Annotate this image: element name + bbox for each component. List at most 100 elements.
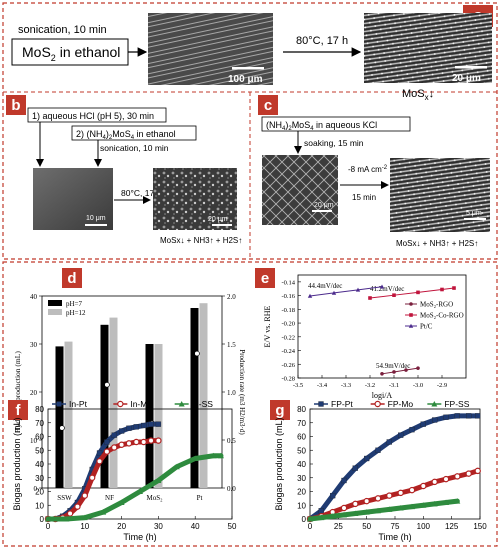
legend-label: FP-Pt <box>331 399 353 409</box>
point <box>420 502 427 508</box>
y-tick-label: 40 <box>35 460 44 469</box>
legend-label: In-SS <box>192 399 214 409</box>
y-tick-label: -0.16 <box>281 293 295 300</box>
point <box>74 503 81 510</box>
x-tick-label: 10 <box>80 522 89 531</box>
point <box>374 495 382 502</box>
point <box>452 286 456 290</box>
semb2-scale-bar <box>212 224 232 226</box>
series-line-FP-Mo <box>307 468 481 522</box>
semc1-scale-bar <box>312 210 332 212</box>
panel-label-b: b <box>11 97 20 114</box>
point <box>375 507 381 514</box>
legend-swatch <box>48 309 62 315</box>
start-material-box <box>11 38 129 66</box>
y-tick-label: 60 <box>35 433 44 442</box>
y-tick-label: 70 <box>297 419 306 428</box>
panel-label-d: d <box>67 270 76 287</box>
bar-MoS2-pH=7 <box>145 344 154 488</box>
panel-b: b 1) aqueous HCl (pH 5), 30 min 2) (NH4)… <box>6 95 242 245</box>
x-tick-label: MoS₂ <box>146 494 163 502</box>
legend-marker <box>374 400 381 408</box>
legend-label: FP-SS <box>444 399 469 409</box>
start-material-label: MoS2 in ethanol <box>22 44 120 63</box>
legend-label: MoS₂-RGO <box>420 301 453 309</box>
sem-image-fibers-2 <box>364 13 492 83</box>
panel-c: c (NH4)2MoS4 in aqueous KCl soaking, 15 … <box>258 95 490 248</box>
current-c-label: -8 mA cm-2 <box>348 165 388 174</box>
y2-tick-label: 1.5 <box>227 341 236 349</box>
point <box>96 458 103 465</box>
point <box>103 448 111 455</box>
x-tick-label: -3.1 <box>389 382 399 389</box>
x-tick-label: 75 <box>391 522 400 531</box>
legend-label: pH=12 <box>66 309 86 317</box>
point <box>408 486 416 494</box>
point <box>443 499 449 505</box>
point <box>454 413 460 419</box>
point <box>364 455 370 462</box>
x-tick-label: SSW <box>57 494 72 502</box>
legend-marker <box>56 401 62 407</box>
point <box>63 516 70 522</box>
point <box>155 421 162 427</box>
panel-a: a MoS2 in ethanol sonication, 10 min 100… <box>11 5 493 102</box>
point <box>416 290 420 295</box>
point <box>386 492 393 499</box>
point <box>380 372 384 376</box>
rate-marker-open <box>194 350 200 357</box>
bar-SSW-pH=12 <box>64 341 73 488</box>
point <box>141 422 147 429</box>
x-tick-label: 150 <box>473 522 487 531</box>
point <box>397 489 404 497</box>
y-tick-label: -0.18 <box>281 307 295 314</box>
point <box>475 413 481 419</box>
y-tick-label: 80 <box>297 405 306 414</box>
y-axis-title: E/V vs. RHE <box>263 305 272 347</box>
plot-frame <box>297 274 467 379</box>
point <box>210 452 217 459</box>
point <box>392 370 396 374</box>
sem-image-c2 <box>390 158 490 232</box>
semc1-scale-label: 20 μm <box>314 202 334 209</box>
point <box>409 503 415 510</box>
bar-Pt-pH=12 <box>199 303 208 488</box>
y-tick-label: -0.22 <box>281 334 295 341</box>
legend-swatch <box>48 300 62 306</box>
point <box>66 510 74 517</box>
y-tick-label: 0 <box>302 515 307 524</box>
y-tick-label: 80 <box>35 405 44 414</box>
product-label-b: MoSx↓ + NH3↑ + H2S↑ <box>160 236 242 245</box>
panel-label-c-box <box>258 95 278 115</box>
panel-label-g: g <box>275 402 284 419</box>
point <box>368 296 372 300</box>
reagent-c-box <box>261 116 411 132</box>
panel-label-g-box <box>270 400 290 420</box>
point <box>81 492 89 499</box>
legend-label: In-Mo <box>130 399 152 409</box>
point <box>126 425 132 431</box>
point <box>404 368 408 372</box>
x-tick-label: -3.4 <box>317 382 328 389</box>
panel-label-b-box <box>6 95 26 115</box>
point <box>137 488 143 494</box>
sem-image-c1 <box>262 155 338 225</box>
legend-marker <box>431 401 438 407</box>
series-line-Pt/C <box>309 286 383 297</box>
point <box>331 290 337 295</box>
y-axis-title: Biogas production (mL) <box>12 417 22 510</box>
y-tick-label: 10 <box>35 501 44 510</box>
y-tick-label: 50 <box>297 446 306 455</box>
sonication-b-label: sonication, 10 min <box>100 143 169 153</box>
point <box>307 293 313 298</box>
y-tick-label: 40 <box>297 460 306 469</box>
y-axis-title: Biogas production (mL) <box>274 417 284 510</box>
y-tick-label: 0 <box>40 515 45 524</box>
point <box>100 509 107 515</box>
y-tick-label: 60 <box>297 433 306 442</box>
x-tick-label: 125 <box>445 522 459 531</box>
legend-marker <box>178 401 185 407</box>
point <box>431 478 438 486</box>
panel-label-e-box <box>255 268 275 288</box>
